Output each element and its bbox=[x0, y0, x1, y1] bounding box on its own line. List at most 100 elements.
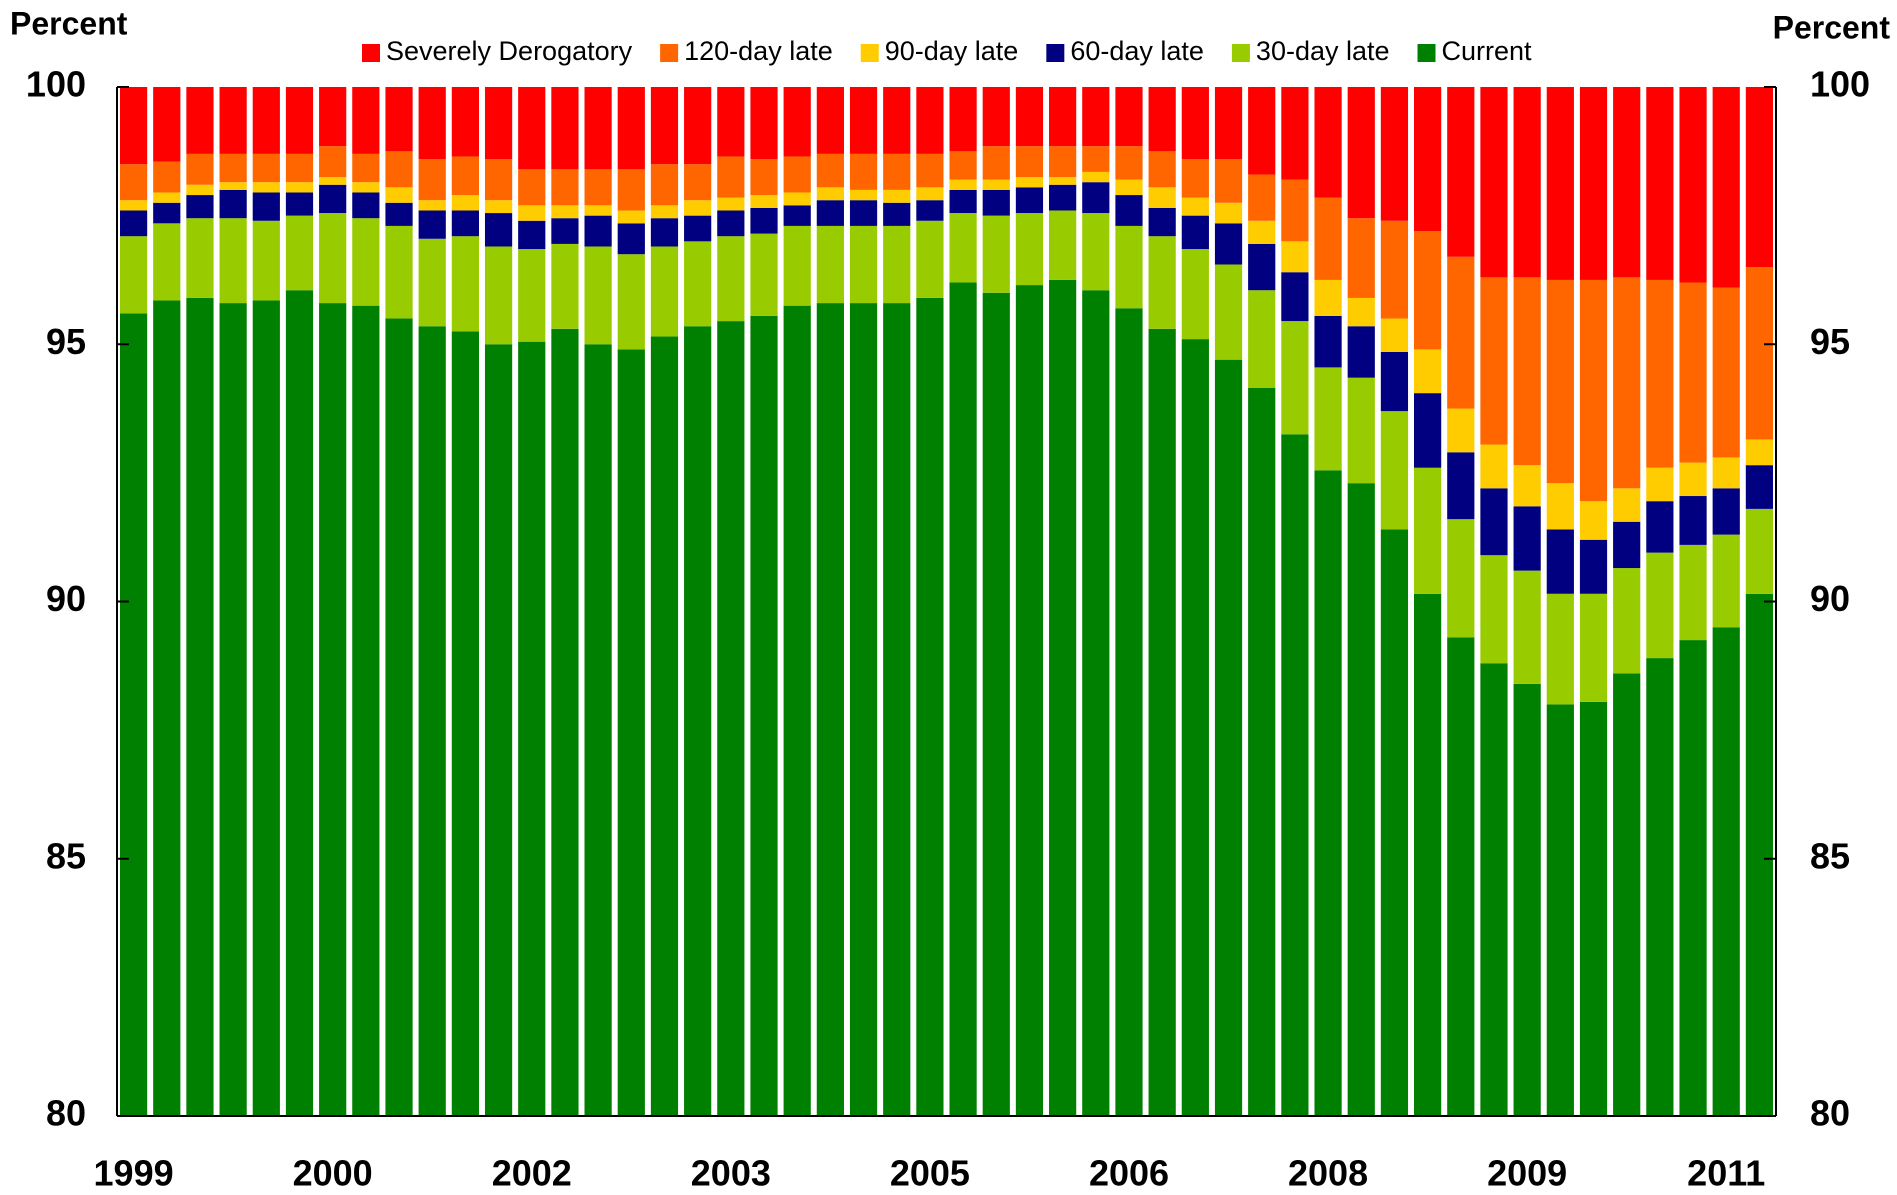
bar-segment bbox=[1712, 534, 1740, 628]
bar-segment bbox=[916, 220, 944, 298]
bar-segment bbox=[1646, 467, 1674, 502]
bar-segment bbox=[518, 220, 546, 250]
bar-segment bbox=[650, 336, 679, 1117]
bar-segment bbox=[1380, 351, 1409, 412]
bar-segment bbox=[982, 189, 1010, 216]
bar-segment bbox=[1347, 483, 1375, 1116]
bar-segment bbox=[1745, 267, 1774, 440]
bar-segment bbox=[1679, 544, 1707, 641]
bar-segment bbox=[1082, 290, 1110, 1116]
bar-segment bbox=[153, 223, 181, 301]
bar-segment bbox=[1613, 87, 1641, 278]
bar-segment bbox=[1314, 470, 1342, 1116]
bar-segment bbox=[650, 246, 679, 337]
bar-segment bbox=[1679, 640, 1707, 1116]
bar-segment bbox=[1546, 87, 1574, 280]
bar-segment bbox=[1646, 501, 1674, 553]
bar-segment bbox=[153, 192, 181, 203]
bar-segment bbox=[1380, 529, 1409, 1116]
bar-segment bbox=[484, 344, 513, 1116]
bar-segment bbox=[484, 200, 513, 214]
bar-segment bbox=[1579, 501, 1608, 540]
bar-segment bbox=[385, 318, 413, 1116]
bar-segment bbox=[1015, 187, 1044, 214]
bar-segment bbox=[484, 159, 513, 201]
bar-segment bbox=[1214, 87, 1243, 160]
legend-swatch bbox=[660, 44, 679, 62]
bar-segment bbox=[1613, 673, 1641, 1116]
bar-segment bbox=[783, 87, 811, 157]
bar-segment bbox=[1015, 146, 1044, 178]
bar-segment bbox=[750, 315, 778, 1116]
bar-segment bbox=[451, 210, 479, 237]
x-tick-label: 2006 bbox=[1089, 1153, 1169, 1194]
bar-segment bbox=[1679, 282, 1707, 463]
bar-segment bbox=[352, 87, 380, 154]
bar-segment bbox=[1414, 393, 1442, 468]
bar-segment bbox=[518, 169, 546, 206]
bar-segment bbox=[1480, 663, 1508, 1116]
bar-segment bbox=[916, 87, 944, 154]
bar-segment bbox=[750, 87, 778, 160]
bar-segment bbox=[1049, 279, 1077, 1116]
bar-segment bbox=[1447, 637, 1475, 1116]
y2-axis-title: Percent bbox=[1773, 9, 1891, 45]
bar-segment bbox=[153, 300, 181, 1117]
y2-tick-label: 90 bbox=[1810, 578, 1850, 619]
bar-segment bbox=[1148, 236, 1176, 329]
bar-segment bbox=[1148, 87, 1176, 152]
bar-segment bbox=[1015, 87, 1044, 147]
bar-segment bbox=[650, 218, 679, 247]
bar-segment bbox=[1082, 213, 1110, 291]
bar-segment bbox=[1745, 87, 1774, 268]
bar-segment bbox=[518, 205, 546, 221]
bar-segment bbox=[1579, 701, 1608, 1116]
bar-segment bbox=[1281, 87, 1309, 180]
bar-segment bbox=[816, 200, 844, 226]
legend-label: Current bbox=[1442, 36, 1533, 66]
legend-swatch bbox=[1417, 44, 1436, 62]
bar-segment bbox=[1281, 179, 1309, 242]
bar-segment bbox=[1513, 465, 1541, 507]
bar-segment bbox=[949, 189, 977, 214]
bar-segment bbox=[1414, 593, 1442, 1116]
x-tick-label: 2005 bbox=[890, 1153, 970, 1194]
bar-segment bbox=[319, 146, 347, 178]
bar-segment bbox=[1613, 568, 1641, 674]
bar-segment bbox=[1314, 279, 1342, 316]
bar-segment bbox=[650, 87, 679, 165]
bar-segment bbox=[1480, 488, 1508, 556]
bar-segment bbox=[285, 215, 314, 291]
bar-segment bbox=[883, 202, 911, 226]
bar-segment bbox=[849, 87, 878, 154]
bar-segment bbox=[1745, 465, 1774, 509]
y2-tick-label: 85 bbox=[1810, 835, 1850, 876]
bar-segment bbox=[783, 192, 811, 206]
bar-segment bbox=[451, 156, 479, 196]
bar-segment bbox=[352, 218, 380, 306]
bar-segment bbox=[717, 197, 745, 211]
bar-segment bbox=[1447, 87, 1475, 257]
bar-segment bbox=[518, 341, 546, 1116]
bar-segment bbox=[1115, 225, 1143, 309]
bar-segment bbox=[1181, 159, 1209, 198]
bar-segment bbox=[883, 189, 911, 203]
bar-segment bbox=[1015, 213, 1044, 286]
x-tick-label: 2000 bbox=[293, 1153, 373, 1194]
legend-swatch bbox=[1231, 44, 1250, 62]
bar-segment bbox=[451, 195, 479, 211]
bar-segment bbox=[1679, 462, 1707, 497]
bar-segment bbox=[1380, 87, 1409, 221]
legend-label: 30-day late bbox=[1256, 36, 1390, 66]
bar-segment bbox=[186, 218, 214, 298]
bar-segment bbox=[186, 297, 214, 1116]
bar-segment bbox=[1248, 174, 1276, 221]
bar-segment bbox=[219, 182, 247, 190]
bar-segment bbox=[1480, 444, 1508, 489]
bar-segment bbox=[1314, 87, 1342, 198]
bar-segment bbox=[717, 87, 745, 157]
bar-segment bbox=[650, 164, 679, 206]
bar-segment bbox=[1281, 321, 1309, 435]
bar-segment bbox=[418, 238, 446, 327]
